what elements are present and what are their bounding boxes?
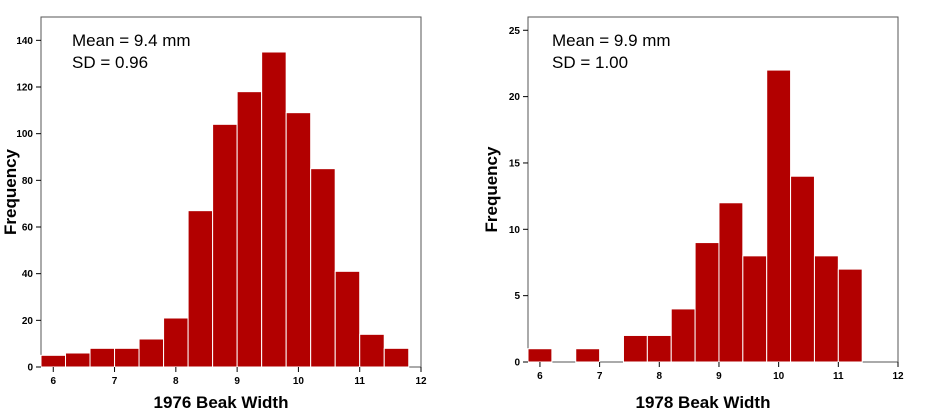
histogram-bar (359, 333, 385, 368)
y-tick-label: 20 (509, 92, 521, 103)
x-tick-label: 8 (657, 371, 663, 382)
sd-annotation: SD = 0.96 (72, 53, 148, 72)
x-tick-label: 9 (716, 371, 722, 382)
histogram-bar (89, 347, 116, 368)
y-axis-title: Frequency (1, 148, 20, 235)
y-tick-label: 15 (509, 158, 521, 169)
histogram-bar (138, 338, 165, 368)
histogram-bar (261, 51, 287, 368)
histogram-bar (742, 255, 768, 363)
y-tick-label: 0 (514, 358, 520, 369)
x-tick-label: 6 (537, 371, 543, 382)
histogram-1978: 6 7 8 9 10 11 12 0 5 10 15 20 25 1978 Beak Width Frequ… (482, 16, 904, 412)
mean-annotation: Mean = 9.4 mm (72, 31, 191, 50)
histogram-bar (114, 347, 140, 368)
x-tick-label: 10 (293, 376, 305, 387)
histogram-bar (285, 112, 312, 368)
histogram-bar (575, 348, 601, 363)
histogram-bar (310, 168, 336, 368)
histogram-bar (65, 352, 91, 368)
x-tick-label: 6 (50, 376, 56, 387)
y-tick-label: 40 (22, 269, 34, 280)
x-tick-label: 11 (833, 371, 844, 382)
x-tick-label: 8 (173, 376, 179, 387)
y-tick-label: 140 (16, 36, 33, 47)
y-tick-label: 5 (514, 291, 520, 302)
histogram-bar (766, 69, 792, 363)
y-tick-label: 60 (22, 223, 34, 234)
y-axis-title: Frequency (482, 146, 501, 233)
y-tick-label: 0 (27, 363, 33, 374)
x-tick-label: 10 (773, 371, 785, 382)
mean-annotation: Mean = 9.9 mm (552, 31, 671, 50)
histogram-bar (790, 175, 815, 363)
histogram-bar (212, 123, 238, 368)
x-tick-label: 12 (892, 371, 904, 382)
histogram-bar (670, 308, 696, 363)
histogram-bar (40, 354, 67, 368)
histogram-bar (236, 91, 263, 368)
histogram-bar (694, 242, 720, 363)
y-tick-label: 10 (509, 225, 521, 236)
sd-annotation: SD = 1.00 (552, 53, 628, 72)
histogram-bar (622, 334, 648, 363)
x-tick-label: 9 (234, 376, 240, 387)
histogram-bar (718, 202, 744, 363)
x-axis-title: 1978 Beak Width (636, 393, 771, 412)
y-tick-label: 20 (22, 316, 34, 327)
y-tick-label: 100 (16, 129, 33, 140)
x-tick-label: 7 (112, 376, 118, 387)
histogram-bar (334, 270, 361, 368)
histogram-bar (813, 255, 839, 363)
histogram-bar (187, 210, 214, 368)
histogram-bar (646, 334, 672, 363)
x-tick-label: 11 (354, 376, 365, 387)
y-tick-label: 80 (22, 176, 34, 187)
x-tick-label: 7 (597, 371, 603, 382)
histogram-bar (837, 268, 863, 363)
histogram-bar (383, 347, 410, 368)
histogram-bar (163, 317, 189, 368)
x-tick-label: 12 (415, 376, 427, 387)
y-tick-label: 120 (16, 83, 33, 94)
histogram-bar (527, 348, 553, 363)
y-tick-label: 25 (509, 26, 521, 37)
x-axis-title: 1976 Beak Width (154, 393, 289, 412)
